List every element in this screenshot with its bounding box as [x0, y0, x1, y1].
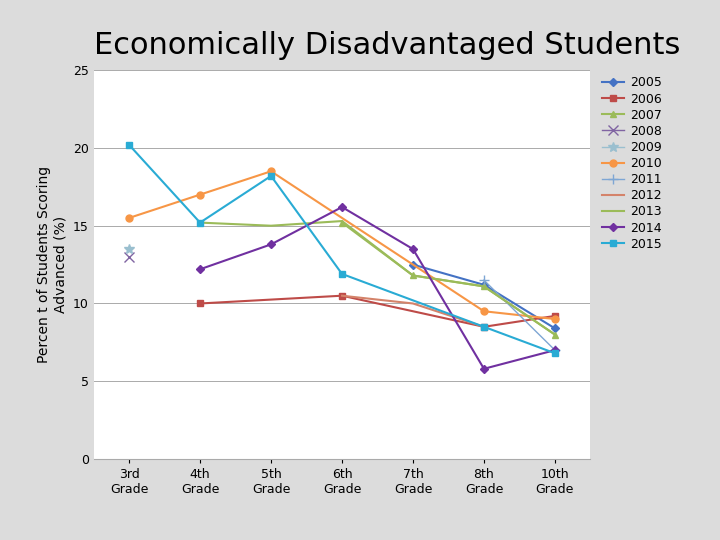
2013 — [196, 219, 204, 226]
2005 — [551, 325, 559, 332]
2007 — [338, 219, 346, 226]
Line: 2012: 2012 — [342, 296, 484, 327]
2015 — [338, 271, 346, 277]
2010 — [480, 308, 488, 314]
Line: 2015: 2015 — [126, 142, 558, 356]
2014 — [551, 347, 559, 353]
2007 — [480, 283, 488, 289]
Line: 2006: 2006 — [197, 293, 558, 329]
2007 — [409, 272, 418, 279]
2014 — [409, 246, 418, 252]
2010 — [266, 168, 275, 174]
2014 — [338, 204, 346, 210]
Text: Economically Disadvantaged Students: Economically Disadvantaged Students — [94, 31, 680, 59]
Line: 2007: 2007 — [338, 219, 559, 338]
2015 — [551, 350, 559, 356]
2005 — [480, 281, 488, 288]
2013 — [409, 272, 418, 279]
2015 — [266, 173, 275, 179]
2006 — [551, 313, 559, 319]
2006 — [480, 323, 488, 330]
2007 — [551, 332, 559, 338]
2013 — [480, 283, 488, 289]
2005 — [409, 261, 418, 268]
Y-axis label: Percen t of Students Scoring
Advanced (%): Percen t of Students Scoring Advanced (%… — [37, 166, 67, 363]
Line: 2010: 2010 — [125, 168, 559, 322]
2013 — [551, 332, 559, 338]
Line: 2005: 2005 — [410, 262, 558, 331]
2014 — [266, 241, 275, 248]
2012 — [409, 300, 418, 307]
2011 — [551, 347, 559, 353]
2014 — [480, 366, 488, 372]
2012 — [480, 323, 488, 330]
Line: 2013: 2013 — [200, 221, 555, 335]
Legend: 2005, 2006, 2007, 2008, 2009, 2010, 2011, 2012, 2013, 2014, 2015: 2005, 2006, 2007, 2008, 2009, 2010, 2011… — [602, 77, 662, 251]
2015 — [480, 323, 488, 330]
2011 — [480, 277, 488, 284]
2015 — [196, 219, 204, 226]
2006 — [196, 300, 204, 307]
2014 — [196, 266, 204, 273]
2012 — [338, 293, 346, 299]
2013 — [338, 218, 346, 224]
2010 — [196, 191, 204, 198]
2015 — [125, 141, 133, 148]
2013 — [266, 222, 275, 229]
Line: 2011: 2011 — [479, 275, 559, 355]
2006 — [338, 293, 346, 299]
Line: 2014: 2014 — [197, 204, 558, 372]
2010 — [125, 215, 133, 221]
2010 — [551, 316, 559, 322]
